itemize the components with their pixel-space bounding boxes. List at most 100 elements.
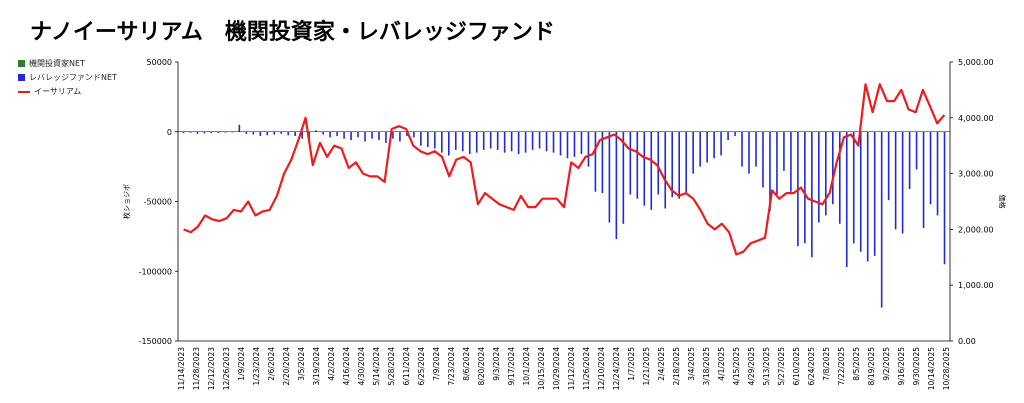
bar-leveraged-net <box>294 131 296 136</box>
legend-swatch-leveraged <box>18 74 25 81</box>
bar-leveraged-net <box>489 131 492 149</box>
bar-leveraged-net <box>468 131 471 155</box>
y2-tick-label: 5,000.00 <box>958 58 994 67</box>
x-tick-label: 4/15/2025 <box>732 347 741 386</box>
legend-item-ethereum: イーサリアム <box>18 86 81 97</box>
bar-leveraged-net <box>559 131 562 156</box>
y2-tick-label: 4,000.00 <box>958 114 994 123</box>
x-tick-label: 9/2/2025 <box>882 347 891 381</box>
x-tick-label: 11/14/2023 <box>177 347 186 390</box>
x-tick-label: 7/9/2024 <box>432 347 441 381</box>
y-tick-label: -50000 <box>144 198 172 207</box>
bar-leveraged-net <box>217 131 220 134</box>
bar-leveraged-net <box>615 131 618 240</box>
y-tick-label: -100000 <box>139 267 172 276</box>
bar-leveraged-net <box>427 131 429 148</box>
y-axis-title: 枚ショジポ <box>122 184 131 219</box>
bar-leveraged-net <box>524 131 527 153</box>
bar-leveraged-net <box>503 131 506 153</box>
y-tick-label: -150000 <box>139 337 172 346</box>
x-tick-label: 5/14/2024 <box>372 347 381 386</box>
x-tick-label: 10/29/2024 <box>552 347 561 390</box>
bar-leveraged-net <box>517 131 520 155</box>
bar-leveraged-net <box>322 131 324 135</box>
x-tick-label: 10/15/2024 <box>537 347 546 390</box>
x-tick-label: 2/4/2025 <box>657 347 666 381</box>
bar-leveraged-net <box>845 131 848 268</box>
x-tick-label: 3/19/2024 <box>312 347 321 386</box>
bar-leveraged-net <box>636 131 639 199</box>
x-tick-label: 10/28/2025 <box>942 347 951 390</box>
x-tick-label: 9/17/2024 <box>507 347 516 386</box>
bar-leveraged-net <box>315 130 317 132</box>
x-tick-label: 8/20/2024 <box>477 347 486 386</box>
bar-leveraged-net <box>545 131 548 152</box>
bar-leveraged-net <box>475 131 478 153</box>
bar-leveraged-net <box>357 131 359 138</box>
bar-leveraged-net <box>210 131 213 134</box>
x-tick-label: 1/9/2024 <box>237 347 246 381</box>
bar-leveraged-net <box>301 131 303 139</box>
bar-leveraged-net <box>266 131 269 136</box>
bar-leveraged-net <box>811 131 813 258</box>
legend-label-leveraged: レバレッジファンドNET <box>29 73 117 82</box>
legend-swatch-institutional <box>18 60 25 67</box>
x-tick-label: 4/29/2025 <box>747 347 756 386</box>
x-tick-label: 9/30/2025 <box>912 347 921 386</box>
bar-leveraged-net <box>552 131 555 153</box>
bar-leveraged-net <box>329 131 331 138</box>
bar-leveraged-net <box>922 131 925 229</box>
x-tick-label: 1/21/2025 <box>642 347 651 386</box>
y2-tick-label: 2,000.00 <box>958 225 994 234</box>
x-tick-label: 11/26/2024 <box>582 347 591 390</box>
x-tick-label: 7/8/2025 <box>822 347 831 381</box>
bar-leveraged-net <box>601 131 604 194</box>
y-tick-label: 0 <box>167 128 172 137</box>
x-tick-label: 6/11/2024 <box>402 347 411 386</box>
x-tick-label: 5/27/2025 <box>777 347 786 386</box>
bar-leveraged-net <box>434 131 436 149</box>
bar-leveraged-net <box>482 131 485 150</box>
bar-leveraged-net <box>238 124 241 132</box>
bar-leveraged-net <box>908 131 911 189</box>
bar-leveraged-net <box>762 131 764 188</box>
bar-leveraged-net <box>852 131 855 244</box>
x-tick-label: 8/19/2025 <box>867 347 876 386</box>
x-tick-label: 11/12/2024 <box>567 347 576 390</box>
x-tick-label: 9/16/2025 <box>897 347 906 386</box>
bar-leveraged-net <box>573 131 576 157</box>
bar-leveraged-net <box>385 131 387 143</box>
legend-label-institutional: 機関投資家NET <box>29 59 85 68</box>
chart-title: ナノイーサリアム 機関投資家・レバレッジファンド <box>30 20 555 45</box>
bar-leveraged-net <box>441 131 443 153</box>
bar-leveraged-net <box>936 131 939 216</box>
bar-leveraged-net <box>343 131 345 139</box>
legend-swatch-ethereum <box>18 90 30 93</box>
bar-leveraged-net <box>776 131 778 195</box>
bar-leveraged-net <box>182 131 185 134</box>
bar-leveraged-net <box>866 131 869 262</box>
x-tick-label: 10/14/2025 <box>927 347 936 390</box>
ethereum-price-line <box>183 83 946 256</box>
bar-leveraged-net <box>713 131 715 159</box>
x-tick-label: 4/30/2024 <box>357 347 366 386</box>
bar-leveraged-net <box>189 131 192 133</box>
bar-leveraged-net <box>280 131 283 134</box>
bar-leveraged-net <box>818 131 820 223</box>
bar-leveraged-net <box>273 131 276 135</box>
y2-axis-title: 価格 <box>998 195 1007 209</box>
bar-leveraged-net <box>734 131 736 136</box>
x-tick-label: 9/3/2024 <box>492 347 501 381</box>
x-tick-label: 3/4/2025 <box>687 347 696 381</box>
bar-leveraged-net <box>671 131 674 198</box>
x-tick-label: 7/22/2025 <box>837 347 846 386</box>
bar-leveraged-net <box>880 131 883 308</box>
x-tick-label: 12/24/2024 <box>612 347 621 390</box>
x-tick-label: 6/24/2025 <box>807 347 816 386</box>
bar-leveraged-net <box>587 131 590 167</box>
bar-leveraged-net <box>531 131 534 150</box>
bar-leveraged-net <box>224 131 227 133</box>
x-tick-label: 12/10/2024 <box>597 347 606 390</box>
x-tick-label: 3/18/2025 <box>702 347 711 386</box>
